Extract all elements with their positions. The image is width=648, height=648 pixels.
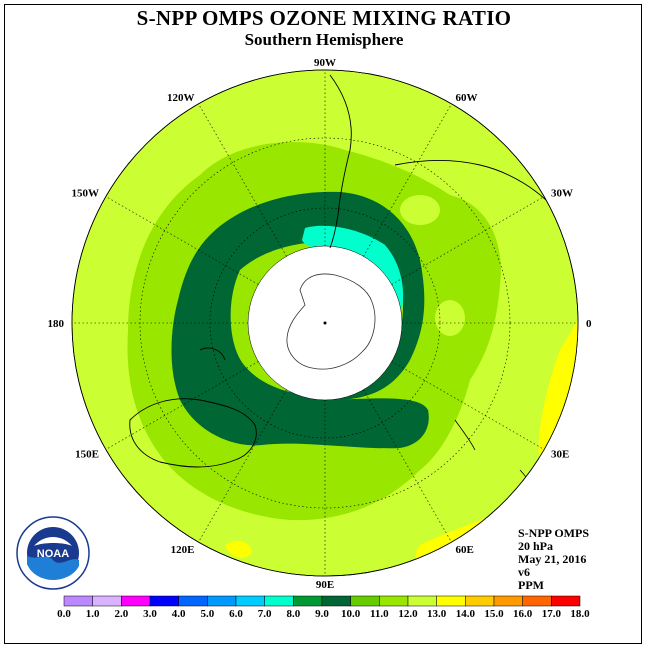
colorbar-tick-label: 16.0 [513,608,533,620]
noaa-logo-text: NOAA [37,548,69,560]
colorbar-tick-label: 5.0 [200,608,215,620]
colorbar-bin [321,595,351,607]
colorbar-tick-label: 3.0 [143,608,157,620]
colorbar-bin [493,595,523,607]
colorbar-bin [551,595,581,607]
meridian-line [391,196,545,285]
meridian-line [105,196,259,285]
meridian-line [391,361,545,450]
graticule [72,70,578,576]
longitude-label: 90W [314,57,336,69]
colorbar-bin [178,595,208,607]
colorbar-tick-label: 2.0 [114,608,129,620]
colorbar-bin [407,595,437,607]
map-title: S-NPP OMPS OZONE MIXING RATIO [136,6,512,30]
colorbar-tick-label: 0.0 [57,608,71,620]
colorbar-bin [350,595,380,607]
longitude-label: 90E [316,579,334,591]
yellow-patch-30e [538,320,578,462]
longitude-label: 60W [456,92,478,104]
antarctica-outline [286,273,376,370]
colorbar-tick-label: 13.0 [427,608,447,620]
meridian-line [198,103,287,257]
colorbar-tick-label: 17.0 [541,608,561,620]
info-instrument: S-NPP OMPS [518,526,589,540]
colorbar-labels: 0.0 1.0 2.0 3.0 4.0 5.0 6.0 7.0 8.0 9.0 10.0 11.0 12… [0,608,648,622]
colorbar-bin [522,595,552,607]
colorbar-tick-label: 15.0 [484,608,504,620]
longitude-label: 60E [456,544,474,556]
longitude-label: 180 [48,318,65,330]
info-panel: S-NPP OMPS 20 hPa May 21, 2016 v6 PPM [518,527,589,592]
figure-frame [4,4,642,644]
new-zealand-outline [199,347,226,361]
australia-outline [129,398,257,468]
local-low-2 [435,300,465,336]
pole-outline [247,245,403,401]
info-units: PPM [518,578,544,592]
colorbar-bin [63,595,93,607]
noaa-logo: NOAA [16,516,90,590]
colorbar-bin [293,595,323,607]
longitude-label: 120E [171,544,195,556]
globe-outline [71,69,579,577]
colorbar-tick-label: 12.0 [398,608,418,620]
colorbar-tick-label: 7.0 [257,608,272,620]
colorbar-bin [436,595,466,607]
latitude-circle [209,207,441,439]
longitude-label: 120W [167,92,195,104]
longitude-labels: 90W 60W 30W 0 30E 60E 90E 120E 150E 180 150W 120W [48,57,593,591]
longitude-label: 150E [75,449,99,461]
madagascar-outline [454,419,476,451]
info-version: v6 [518,565,530,579]
map-subtitle: Southern Hemisphere [244,30,404,49]
colorbar-tick-label: 18.0 [570,608,590,620]
meridian-line [198,389,287,543]
south-pole-marker [323,321,327,325]
info-level: 20 hPa [518,539,554,553]
meridian-line [363,389,452,543]
colorbar-bin [92,595,122,607]
colorbar [63,595,581,607]
colorbar-bin [207,595,237,607]
colorbar-tick-label: 1.0 [85,608,100,620]
colorbar-tick-label: 9.0 [315,608,329,620]
south-america-outline [329,74,352,249]
colorbar-bin [379,595,409,607]
longitude-label: 30E [551,449,569,461]
colorbar-bin [121,595,151,607]
yellow-patch-south [225,540,252,558]
colorbar-tick-label: 8.0 [286,608,301,620]
colorbar-bin [149,595,179,607]
colorbar-tick-label: 6.0 [229,608,243,620]
colorbar-bin [235,595,265,607]
colorbar-bin [465,595,495,607]
longitude-label: 0 [586,318,592,330]
colorbar-tick-label: 11.0 [370,608,389,620]
colorbar-tick-label: 4.0 [171,608,186,620]
local-low-1 [400,195,440,225]
info-date: May 21, 2016 [518,552,587,566]
meridian-line [363,103,452,257]
longitude-label: 150W [71,188,99,200]
longitude-label: 30W [551,188,573,200]
colorbar-tick-label: 10.0 [341,608,361,620]
colorbar-bin [264,595,294,607]
meridian-line [105,361,259,450]
colorbar-tick-label: 14.0 [455,608,475,620]
